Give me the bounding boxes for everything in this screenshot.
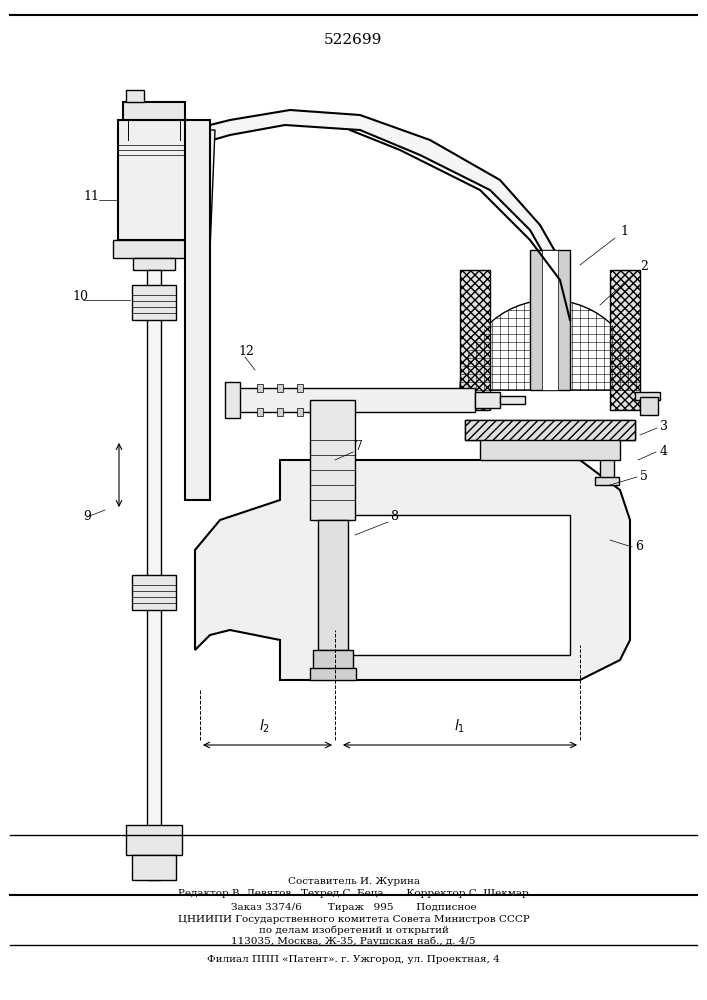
- Bar: [542, 250, 558, 390]
- Bar: [610, 270, 640, 410]
- Text: 6: 6: [635, 540, 643, 553]
- Text: 4: 4: [660, 445, 668, 458]
- Bar: [132, 855, 176, 880]
- Bar: [147, 270, 161, 880]
- Ellipse shape: [223, 538, 257, 602]
- Text: 12: 12: [238, 345, 254, 358]
- Text: $l_1$: $l_1$: [455, 718, 465, 735]
- Text: Заказ 3374/6        Тираж   995       Подписное: Заказ 3374/6 Тираж 995 Подписное: [230, 904, 477, 912]
- Text: 1: 1: [620, 225, 628, 238]
- Bar: [475, 392, 500, 408]
- Bar: [313, 650, 353, 670]
- Bar: [297, 408, 303, 416]
- Text: 8: 8: [390, 510, 398, 523]
- Text: Филиал ППП «Патент». г. Ужгород, ул. Проектная, 4: Филиал ППП «Патент». г. Ужгород, ул. Про…: [207, 956, 500, 964]
- Bar: [595, 432, 619, 442]
- Text: 2: 2: [640, 260, 648, 273]
- Bar: [465, 420, 635, 440]
- Text: ЦНИИПИ Государственного комитета Совета Министров СССР: ЦНИИПИ Государственного комитета Совета …: [177, 914, 530, 924]
- Text: Составитель И. Журина: Составитель И. Журина: [288, 878, 419, 886]
- Bar: [318, 520, 348, 650]
- Bar: [600, 440, 614, 480]
- Bar: [460, 270, 490, 410]
- Bar: [297, 384, 303, 392]
- Bar: [132, 575, 176, 610]
- Bar: [500, 396, 525, 404]
- Text: 5: 5: [640, 470, 648, 483]
- Bar: [185, 120, 210, 500]
- Bar: [277, 408, 283, 416]
- Bar: [595, 477, 619, 485]
- Text: 3: 3: [660, 420, 668, 433]
- Bar: [640, 397, 658, 415]
- Bar: [320, 515, 570, 655]
- Bar: [277, 384, 283, 392]
- Polygon shape: [195, 460, 630, 680]
- Text: 10: 10: [72, 290, 88, 303]
- Bar: [132, 285, 176, 320]
- Wedge shape: [460, 300, 640, 390]
- Bar: [225, 382, 240, 418]
- Bar: [257, 384, 263, 392]
- Bar: [257, 408, 263, 416]
- Text: по делам изобретений и открытий: по делам изобретений и открытий: [259, 925, 448, 935]
- Text: 7: 7: [355, 440, 363, 453]
- Text: 11: 11: [83, 190, 99, 203]
- Bar: [118, 120, 190, 240]
- Text: $l_2$: $l_2$: [259, 718, 271, 735]
- Bar: [480, 438, 620, 460]
- Text: 522699: 522699: [324, 33, 382, 47]
- Bar: [530, 250, 570, 390]
- Polygon shape: [190, 110, 565, 300]
- Bar: [123, 102, 185, 120]
- Bar: [310, 400, 355, 520]
- Bar: [126, 825, 182, 855]
- Bar: [310, 668, 356, 680]
- Bar: [133, 258, 175, 270]
- Text: 9: 9: [83, 510, 91, 523]
- Polygon shape: [185, 130, 215, 400]
- Bar: [126, 90, 144, 102]
- Text: 113035, Москва, Ж-35, Раушская наб., д. 4/5: 113035, Москва, Ж-35, Раушская наб., д. …: [231, 936, 476, 946]
- Bar: [465, 420, 635, 440]
- Bar: [113, 240, 195, 258]
- Text: Редактор В. Левятов   Техред С. Беца       Корректор С. Шекмар: Редактор В. Левятов Техред С. Беца Корре…: [178, 888, 529, 898]
- Bar: [635, 392, 660, 400]
- Bar: [230, 388, 475, 412]
